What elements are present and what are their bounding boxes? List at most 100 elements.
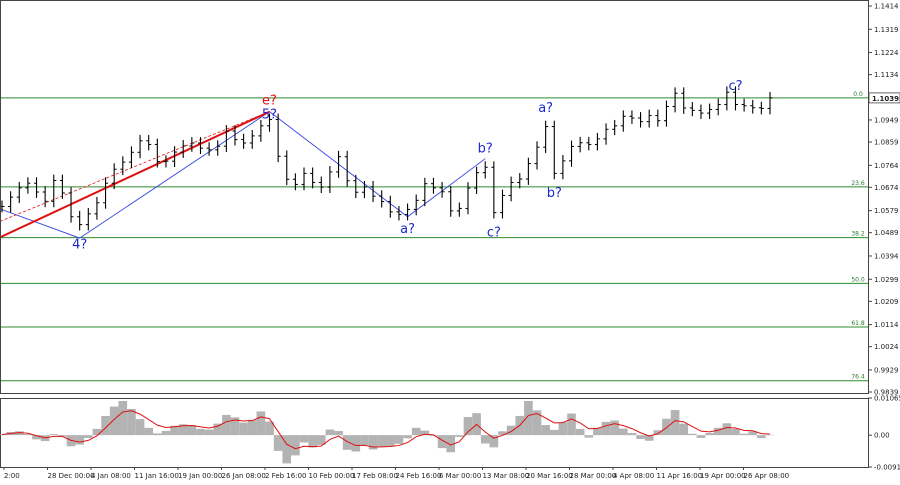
oscillator-bar [196, 428, 205, 436]
oscillator-bar [601, 421, 611, 436]
oscillator-bar [23, 434, 33, 436]
oscillator-bar [524, 400, 533, 436]
oscillator-bar [679, 423, 689, 436]
y-tick-label: 1.0949 [874, 116, 899, 124]
oscillator-bar [291, 435, 300, 456]
oscillator-bar [351, 435, 361, 452]
wave-label: b? [478, 141, 493, 156]
x-tick-label: 6 Mar 00:00 [439, 472, 481, 480]
y-tick-label: 1.0579 [874, 207, 899, 215]
fib-label: 76.4 [851, 374, 865, 381]
oscillator-bar [644, 435, 654, 441]
oscillator-bar [463, 417, 473, 436]
y-tick-label: 1.0674 [874, 184, 899, 192]
oscillator-bar [705, 433, 714, 436]
x-tick-label: 28 Dec 00:00 [48, 472, 95, 480]
oscillator-bar [437, 435, 447, 449]
y-tick-label: 0.9839 [874, 389, 899, 397]
oscillator-bar [636, 435, 645, 439]
current-price-label: 1.1039 [872, 95, 899, 103]
oscillator-bar [541, 425, 550, 436]
oscillator-bar [14, 431, 24, 436]
oscillator-bar [394, 435, 404, 444]
oscillator-bar [308, 435, 317, 448]
y-tick-label: 1.0764 [874, 162, 899, 170]
oscillator-bar [696, 435, 706, 438]
x-tick-label: 24 Feb 16:00 [396, 472, 442, 480]
oscillator-bar [230, 417, 240, 436]
oscillator-bar [32, 435, 41, 440]
oscillator-bar [739, 433, 749, 436]
oscillator-bar [109, 406, 119, 436]
wave-line-blue [0, 111, 270, 239]
y-tick-label: 1.0024 [874, 343, 899, 351]
x-tick-label: 17 Feb 08:00 [352, 472, 398, 480]
y-tick-label: 1.0394 [874, 252, 899, 260]
oscillator-bar [506, 425, 516, 436]
oscillator-bar [731, 428, 740, 436]
y-tick-label: 1.0859 [874, 139, 899, 147]
oscillator-bar [713, 427, 723, 436]
oscillator-bar [368, 435, 378, 450]
y-tick-label: 1.0299 [874, 276, 899, 284]
fibonacci-levels: 0.0 23.6 38.2 50.0 61.8 76.4 [0, 91, 868, 382]
oscillator-bar [170, 425, 179, 436]
oscillator-bar [127, 408, 136, 436]
x-tick-label: 19 Jan 00:00 [178, 472, 222, 480]
oscillator-bar [316, 435, 326, 445]
oscillator-bar [135, 419, 145, 436]
oscillator-bar [247, 419, 257, 436]
oscillator-bar [49, 434, 59, 436]
oscillator-bar [610, 420, 619, 436]
y-tick-label: 1.1319 [874, 26, 899, 34]
wave-label: c? [487, 225, 501, 240]
oscillator-bar [558, 422, 568, 436]
x-tick-label: 11 Jan 16:00 [135, 472, 179, 480]
oscillator-bar [178, 424, 188, 436]
oscillator-bar [593, 427, 602, 436]
y-tick-label: 1.0489 [874, 229, 899, 237]
price-bars [0, 86, 773, 231]
oscillator-bar [429, 435, 438, 436]
oscillator-bar [58, 435, 67, 437]
wave-label: 5? [262, 108, 277, 123]
oscillator-bar [420, 430, 430, 436]
oscillator-panel: 0.01065 0.00 -0.00913 [0, 395, 900, 472]
osc-y-tick-label: 0.01065 [874, 395, 900, 403]
x-tick-label: 28 Mar 00:00 [570, 472, 617, 480]
y-tick-label: 1.0114 [874, 321, 899, 329]
oscillator-bar [161, 430, 171, 436]
oscillator-bar [748, 431, 758, 436]
x-tick-label: 4 Jan 08:00 [91, 472, 131, 480]
oscillator-bar [75, 435, 84, 445]
wave-label: a? [538, 101, 553, 116]
osc-y-tick-label: 0.00 [874, 432, 890, 440]
oscillator-bar [757, 435, 766, 438]
main-frame [0, 0, 869, 394]
x-tick-label: 10 Feb 00:00 [309, 472, 355, 480]
y-tick-label: 1.0209 [874, 298, 899, 306]
oscillator-bar [222, 414, 231, 436]
oscillator-bar [213, 423, 223, 436]
oscillator-bar [101, 415, 110, 436]
oscillator-bar [342, 435, 352, 450]
x-tick-label: 13 Mar 08:00 [483, 472, 530, 480]
oscillator-bar [187, 425, 197, 436]
wave-line-red [0, 110, 270, 239]
oscillator-bar [498, 431, 507, 436]
wave-label: 4? [72, 237, 87, 252]
oscillator-bar [411, 427, 421, 436]
x-tick-label: 20 Mar 16:00 [526, 472, 573, 480]
oscillator-bar [265, 421, 274, 436]
oscillator-bar [204, 429, 214, 436]
oscillator-bar [455, 435, 464, 437]
oscillator-bar [618, 428, 628, 436]
oscillator-bar [722, 423, 732, 436]
fib-label: 61.8 [851, 320, 865, 327]
oscillator-bar [662, 418, 671, 436]
oscillator-bar [549, 429, 559, 436]
wave-lines [0, 110, 486, 239]
oscillator-bar [688, 433, 697, 436]
oscillator-bar [567, 413, 576, 436]
